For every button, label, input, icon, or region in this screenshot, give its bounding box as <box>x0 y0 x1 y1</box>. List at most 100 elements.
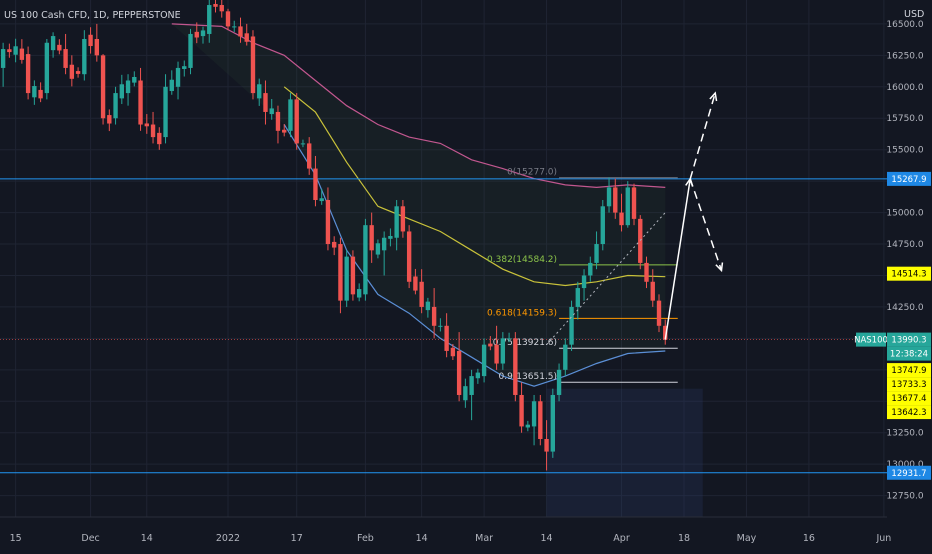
x-tick-label[interactable]: 14 <box>141 533 153 544</box>
candle-body <box>44 42 50 94</box>
candle-body <box>300 143 306 145</box>
price-label-box <box>887 377 931 392</box>
candle-body <box>250 36 256 94</box>
currency-label: USD <box>904 9 924 20</box>
candle-body <box>125 80 131 94</box>
candle-body <box>344 256 349 301</box>
y-tick-label: 14250.0 <box>886 303 923 313</box>
y-tick-label: 16250.0 <box>886 51 923 61</box>
candle-body <box>100 55 106 119</box>
projection-shade <box>546 388 703 517</box>
y-tick-label: 16000.0 <box>886 83 923 93</box>
price-label-text: 13747.9 <box>891 366 926 376</box>
projection-dashed-down-arrow[interactable] <box>689 178 723 271</box>
candle-body <box>406 231 412 282</box>
candle-body <box>638 218 643 263</box>
x-tick-label[interactable]: 15 <box>10 533 22 544</box>
x-tick-label[interactable]: Jun <box>875 533 891 544</box>
candle-body <box>588 262 593 276</box>
price-label-text: 12931.7 <box>891 469 926 479</box>
x-tick-label[interactable]: May <box>737 533 757 544</box>
x-tick-label[interactable]: 14 <box>416 533 428 544</box>
candle-body <box>257 84 262 99</box>
projection-dashed-up-arrow[interactable] <box>689 92 716 180</box>
x-tick-label[interactable]: Feb <box>357 533 374 544</box>
symbol-tag <box>856 332 886 347</box>
candle-body <box>394 206 399 238</box>
price-label-box <box>887 405 931 420</box>
price-label-box <box>887 465 931 480</box>
x-tick-label[interactable]: 17 <box>291 533 303 544</box>
candle-body <box>469 376 474 395</box>
candle-body <box>556 369 562 395</box>
candle-body <box>350 256 356 295</box>
y-tick-label: 14750.0 <box>886 240 923 250</box>
candle-body <box>0 49 6 68</box>
candle-body <box>7 49 12 53</box>
price-label-box <box>887 266 931 281</box>
candle-body <box>431 306 437 326</box>
fib-level-label: 0.75(13921.6) <box>493 338 557 348</box>
projection-arrows[interactable] <box>546 91 724 346</box>
solid-arrow-head <box>685 177 694 187</box>
candle-body <box>575 288 580 307</box>
projection-solid-arrow[interactable] <box>664 178 691 340</box>
x-tick-label[interactable]: Dec <box>81 533 99 544</box>
x-tick-label[interactable]: 18 <box>678 533 690 544</box>
candle-body <box>381 237 387 251</box>
candle-body <box>319 198 324 202</box>
candle-body <box>188 33 193 68</box>
y-tick-label: 12750.0 <box>886 492 923 502</box>
candle-body <box>419 281 424 307</box>
y-tick-label: 13250.0 <box>886 429 923 439</box>
candle-body <box>413 276 418 291</box>
price-label-text: 13677.4 <box>891 394 926 404</box>
candle-body <box>88 34 93 47</box>
candle-body <box>19 48 25 60</box>
candle-body <box>519 394 524 427</box>
candle-body <box>13 46 18 55</box>
candle-body <box>175 67 181 87</box>
price-label-text: 12:38:24 <box>890 350 928 360</box>
candle-body <box>613 187 618 213</box>
candle-body <box>494 344 499 364</box>
candle-body <box>594 244 599 263</box>
candle-body <box>288 99 293 131</box>
price-label-text: 13642.3 <box>891 408 926 418</box>
candle-body <box>207 5 212 34</box>
candle-body <box>369 225 374 251</box>
candle-body <box>94 38 100 56</box>
candle-body <box>113 93 118 119</box>
candle-body <box>144 123 149 127</box>
x-tick-label[interactable]: 14 <box>541 533 553 544</box>
candle-body <box>338 244 343 301</box>
price-label-box <box>887 346 931 361</box>
y-tick-label: 15500.0 <box>886 146 923 156</box>
candle-body <box>513 338 518 395</box>
candle-body <box>119 84 124 99</box>
candle-body <box>213 3 218 7</box>
candle-body <box>263 93 268 112</box>
candle-body <box>356 289 362 298</box>
candle-body <box>150 124 156 138</box>
y-tick-label: 15750.0 <box>886 114 923 124</box>
x-tick-label[interactable]: 2022 <box>216 533 240 544</box>
candle-body <box>400 206 406 232</box>
candle-body <box>200 30 206 37</box>
horizontal-levels[interactable] <box>0 178 887 474</box>
candle-body <box>663 325 668 340</box>
moving-averages <box>171 23 666 387</box>
x-tick-label[interactable]: Apr <box>613 533 630 544</box>
candle-body <box>69 64 75 79</box>
x-tick-label[interactable]: 16 <box>803 533 815 544</box>
candle-body <box>50 36 56 51</box>
candle-body <box>169 79 174 92</box>
candle-body <box>82 38 87 75</box>
dashed-up-arrow-head <box>709 91 718 102</box>
candle-body <box>538 401 543 440</box>
x-tick-label[interactable]: Mar <box>475 533 493 544</box>
candle-body <box>32 86 37 98</box>
time-axis[interactable]: 15 Dec 14 2022 17 Feb 14 Mar 14 Apr 18 May 16 Jun <box>0 516 891 550</box>
